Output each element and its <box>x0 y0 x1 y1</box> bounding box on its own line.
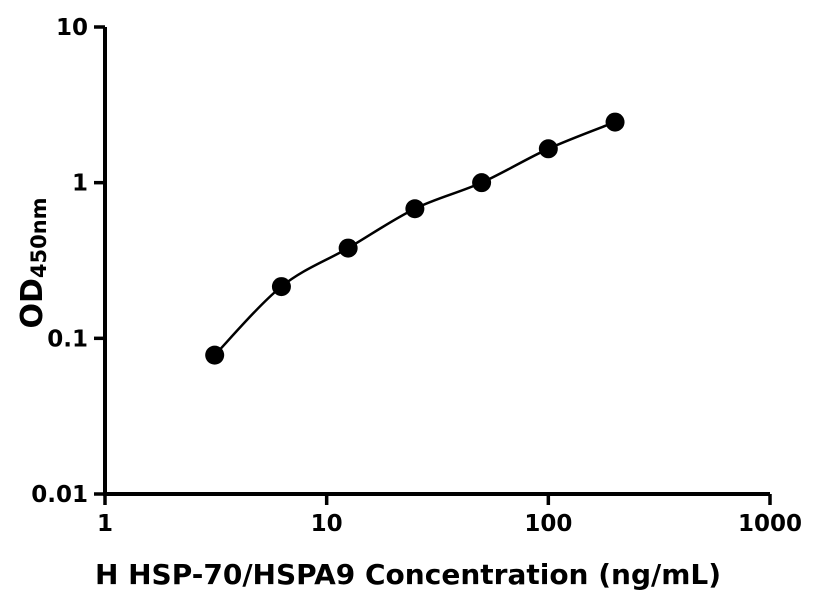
y-tick-label: 1 <box>72 171 88 197</box>
x-tick-label: 100 <box>524 511 572 537</box>
y-axis-label-main: OD <box>15 278 50 329</box>
y-tick-label: 0.1 <box>47 326 88 352</box>
x-tick-label: 1000 <box>738 511 802 537</box>
data-point <box>538 139 558 159</box>
y-axis-label: OD450nm <box>15 197 51 328</box>
fit-curve <box>213 120 616 357</box>
x-tick-label: 10 <box>311 511 343 537</box>
data-point <box>472 173 492 193</box>
data-point <box>338 238 358 258</box>
y-axis-label-subscript: 450nm <box>27 197 51 279</box>
x-tick-label: 1 <box>97 511 113 537</box>
data-point <box>271 277 291 297</box>
y-tick-label: 10 <box>56 15 88 41</box>
data-point <box>605 112 625 132</box>
data-point <box>205 345 225 365</box>
data-point <box>405 199 425 219</box>
y-tick-label: 0.01 <box>31 482 88 508</box>
x-axis-label: H HSP-70/HSPA9 Concentration (ng/mL) <box>94 558 722 591</box>
